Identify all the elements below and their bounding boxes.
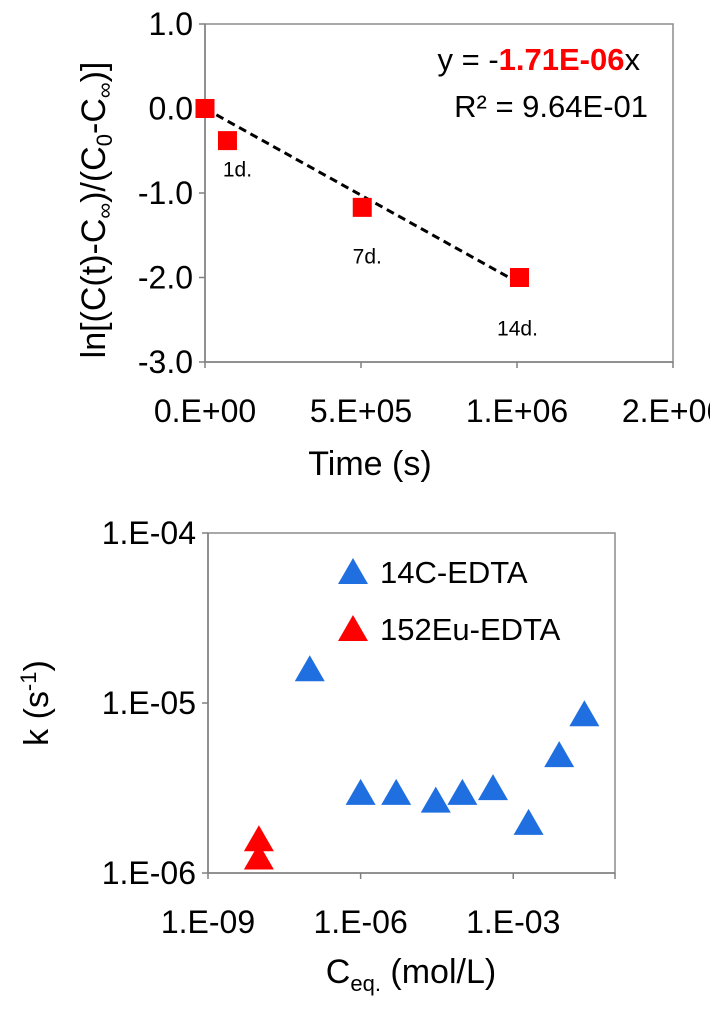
y-tick-label: -2.0	[138, 260, 193, 296]
y-tick-label: 0.0	[149, 91, 193, 127]
data-point	[345, 778, 376, 805]
legend-label-152eu: 152Eu-EDTA	[380, 612, 561, 647]
data-point	[478, 774, 509, 801]
x-axis-title-2: Ceq. (mol/L)	[326, 953, 496, 996]
r2-label: R² = 9.64E-01	[454, 89, 648, 124]
data-point	[420, 786, 451, 813]
x-ticks-1: 0.E+00 5.E+05 1.E+06 2.E+06	[154, 362, 710, 429]
x-tick-label: 2.E+06	[622, 393, 710, 429]
chart-2: 1.E-04 1.E-05 1.E-06 1.E-09 1.E-06 1.E-03 14…	[16, 515, 616, 996]
data-point	[243, 843, 274, 870]
data-point	[195, 99, 215, 118]
x-axis-title-1: Time (s)	[308, 445, 431, 483]
data-point	[352, 197, 372, 217]
x-ticks-2: 1.E-09 1.E-06 1.E-03	[161, 873, 616, 940]
x-tick-label: 1.E+06	[466, 393, 568, 429]
legend-marker-152eu	[338, 615, 368, 641]
data-point	[544, 741, 575, 768]
data-point	[243, 825, 274, 852]
x-tick-label: 1.E-03	[466, 904, 560, 940]
y-tick-label: 1.E-04	[102, 515, 196, 551]
x-tick-label: 1.E-06	[313, 904, 407, 940]
point-annotation: 1d.	[223, 159, 252, 182]
data-point	[513, 808, 544, 835]
x-tick-label: 1.E-09	[161, 904, 255, 940]
point-annotation: 7d.	[353, 245, 382, 268]
y-axis-title-2: k (s-1)	[16, 660, 56, 746]
y-ticks-2: 1.E-04 1.E-05 1.E-06	[102, 515, 208, 891]
data-point	[569, 700, 600, 727]
series-points-1: 1d. 7d. 14d.	[195, 99, 538, 341]
point-annotation: 14d.	[497, 318, 538, 341]
y-tick-label: 1.E-06	[102, 855, 196, 891]
y-tick-label: -3.0	[138, 344, 193, 380]
x-tick-label: 5.E+05	[310, 393, 412, 429]
data-point	[294, 655, 325, 682]
equation-label: y = -1.71E-06x	[438, 42, 641, 77]
y-tick-label: 1.0	[149, 6, 193, 42]
chart-1: 1.0 0.0 -1.0 -2.0 -3.0 0.E+00 5.E+05 1.E+06 2.E…	[75, 6, 710, 483]
data-point	[447, 778, 478, 805]
data-point	[509, 268, 529, 287]
data-point	[217, 131, 237, 151]
legend: 14C-EDTA 152Eu-EDTA	[338, 555, 561, 647]
y-tick-label: 1.E-05	[102, 685, 196, 721]
x-tick-label: 0.E+00	[154, 393, 256, 429]
trendline	[204, 107, 521, 285]
y-axis-title-1: ln[(C(t)-C∞)/(C0-C∞)]	[75, 62, 117, 359]
y-ticks-1: 1.0 0.0 -1.0 -2.0 -3.0	[138, 6, 205, 380]
legend-label-14c: 14C-EDTA	[380, 555, 528, 590]
series-points-2	[243, 655, 600, 870]
legend-marker-14c	[338, 558, 368, 584]
y-tick-label: -1.0	[138, 175, 193, 211]
data-point	[381, 778, 412, 805]
